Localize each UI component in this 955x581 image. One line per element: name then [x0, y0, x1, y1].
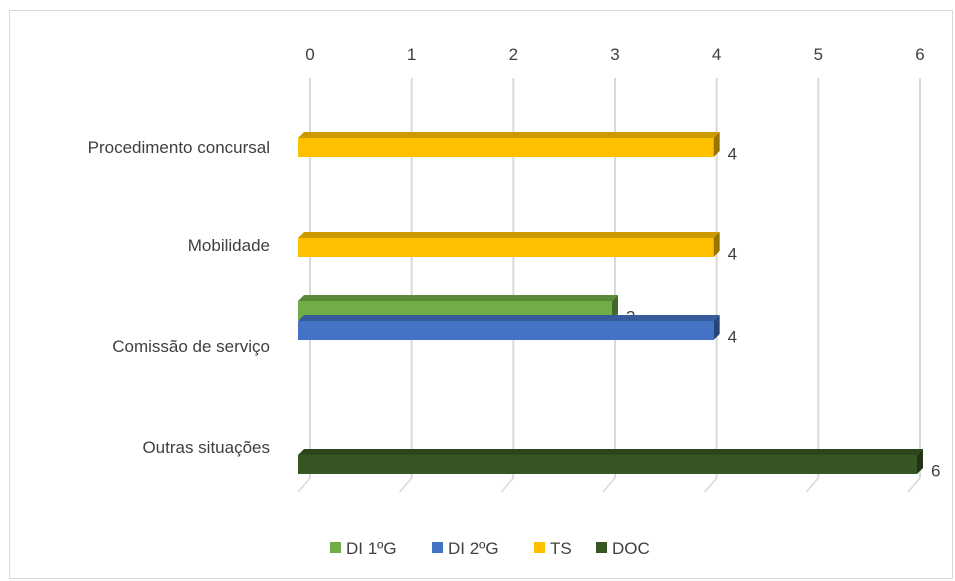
x-tick-label: 0 [305, 45, 314, 64]
gridline-depth [805, 477, 819, 493]
bar-side-face [713, 315, 720, 340]
category-label: Procedimento concursal [88, 138, 270, 157]
x-tick-label: 5 [814, 45, 823, 64]
gridline-depth [602, 477, 616, 493]
bar [298, 321, 714, 340]
data-label: 4 [728, 328, 737, 347]
bar-top-face [298, 295, 618, 301]
chart-area [9, 10, 953, 579]
category-label: Outras situações [142, 438, 270, 457]
legend-swatch [330, 542, 341, 553]
bar [298, 138, 714, 157]
bar-side-face [917, 449, 923, 474]
legend-label: DI 1ºG [346, 539, 397, 558]
data-label: 4 [728, 145, 737, 164]
bar-side-face [612, 295, 618, 320]
legend-label: DOC [612, 539, 650, 558]
bar-top-face [298, 315, 720, 321]
gridline-depth [399, 477, 413, 493]
x-tick-label: 3 [610, 45, 619, 64]
data-label: 4 [728, 245, 737, 264]
bar-top-face [298, 232, 720, 238]
legend-swatch [432, 542, 443, 553]
legend-swatch [596, 542, 607, 553]
x-tick-label: 6 [915, 45, 924, 64]
category-label: Comissão de serviço [112, 337, 270, 356]
data-label: 6 [931, 462, 940, 481]
x-tick-label: 4 [712, 45, 721, 64]
gridline-depth [907, 477, 921, 493]
category-label: Mobilidade [188, 236, 270, 255]
bar [298, 238, 714, 257]
gridline-depth [704, 477, 718, 493]
bar-top-face [298, 132, 720, 138]
legend-label: DI 2ºG [448, 539, 499, 558]
legend-label: TS [550, 539, 572, 558]
legend-swatch [534, 542, 545, 553]
gridline-depth [297, 477, 311, 493]
bar-side-face [713, 232, 720, 257]
x-tick-label: 2 [509, 45, 518, 64]
bar [298, 455, 917, 474]
x-tick-label: 1 [407, 45, 416, 64]
bar-top-face [298, 449, 923, 455]
bar-side-face [713, 132, 720, 157]
gridline-depth [500, 477, 514, 493]
